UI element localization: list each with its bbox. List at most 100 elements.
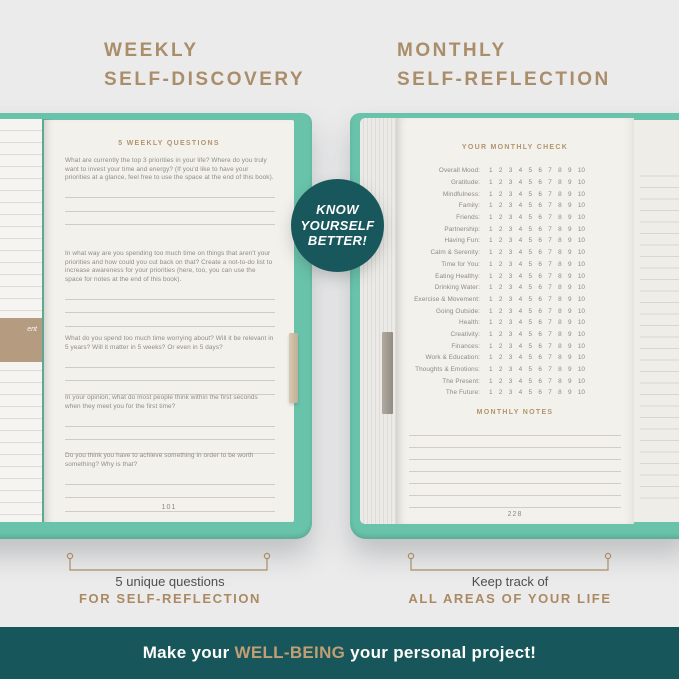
rating-scale-number: 6 bbox=[538, 272, 542, 280]
rating-scale-number: 10 bbox=[577, 377, 585, 385]
rating-scale-number: 8 bbox=[558, 366, 562, 374]
rating-scale-number: 4 bbox=[518, 319, 523, 327]
rating-scale-number: 8 bbox=[558, 284, 562, 292]
rating-scale-number: 9 bbox=[568, 342, 572, 350]
rating-scale-number: 10 bbox=[577, 190, 585, 198]
rating-category-label: Time for You: bbox=[441, 260, 480, 268]
rating-row: Thoughts & Emotions: 1 2 3 4 5 6 7 8 9 10 bbox=[396, 364, 634, 376]
rating-scale-number: 3 bbox=[508, 366, 513, 374]
rating-scale-number: 7 bbox=[548, 272, 552, 280]
rating-scale-number: 5 bbox=[528, 319, 533, 327]
rating-row: Overall Mood: 1 2 3 4 5 6 7 8 9 10 bbox=[396, 165, 634, 177]
rating-scale-number: 2 bbox=[498, 202, 503, 210]
rating-scale-number: 4 bbox=[518, 214, 523, 222]
rating-scale-number: 6 bbox=[538, 167, 542, 175]
rating-scale-number: 2 bbox=[498, 190, 503, 198]
answer-ruled-line bbox=[65, 381, 275, 395]
left-caption-bracket bbox=[66, 552, 271, 571]
rating-scale-number: 5 bbox=[528, 260, 533, 268]
rating-scale-number: 1 bbox=[489, 366, 493, 374]
rating-scale-number: 6 bbox=[538, 330, 542, 338]
rating-scale-number: 9 bbox=[568, 295, 572, 303]
weekly-questions-page: 5 WEEKLY QUESTIONS What are currently th… bbox=[44, 120, 294, 522]
rating-scale-number: 4 bbox=[518, 377, 523, 385]
rating-category-label: Going Outside: bbox=[435, 307, 480, 315]
rating-scale-number: 5 bbox=[528, 295, 533, 303]
rating-scale-number: 10 bbox=[577, 295, 585, 303]
answer-ruled-line bbox=[65, 286, 275, 300]
rating-scale-number: 8 bbox=[558, 319, 562, 327]
rating-scale-number: 2 bbox=[498, 389, 503, 397]
rating-scale-number: 5 bbox=[528, 389, 533, 397]
rating-scale-number: 1 bbox=[489, 225, 493, 233]
rating-scale-number: 9 bbox=[568, 202, 572, 210]
rating-scale-number: 7 bbox=[548, 260, 552, 268]
question-block: Do you think you have to achieve somethi… bbox=[65, 452, 275, 512]
notes-ruled-line bbox=[409, 460, 621, 472]
weekly-questions-title: 5 WEEKLY QUESTIONS bbox=[118, 140, 220, 147]
rating-scale-number: 7 bbox=[548, 330, 552, 338]
rating-scale-number: 10 bbox=[577, 307, 585, 315]
rating-scale-number: 3 bbox=[508, 167, 513, 175]
rating-scale-number: 2 bbox=[498, 284, 503, 292]
rating-category-label: Family: bbox=[458, 202, 480, 210]
question-block: What are currently the top 3 priorities … bbox=[65, 157, 275, 226]
rating-row: The Future: 1 2 3 4 5 6 7 8 9 10 bbox=[396, 387, 634, 399]
rating-scale-number: 2 bbox=[498, 342, 503, 350]
rating-scale-number: 1 bbox=[489, 167, 493, 175]
rating-category-label: Exercise & Movement: bbox=[414, 295, 480, 303]
rating-scale-number: 3 bbox=[508, 237, 513, 245]
rating-row: Work & Education: 1 2 3 4 5 6 7 8 9 10 bbox=[396, 352, 634, 364]
rating-category-label: Calm & Serenity: bbox=[430, 249, 480, 257]
notes-ruled-line bbox=[409, 484, 621, 496]
left-caption-text: 5 unique questions bbox=[115, 574, 225, 589]
rating-scale-number: 1 bbox=[489, 260, 493, 268]
rating-scale-number: 8 bbox=[558, 295, 562, 303]
rating-scale-number: 2 bbox=[498, 260, 503, 268]
rating-scale-number: 1 bbox=[489, 295, 493, 303]
rating-scale-number: 2 bbox=[498, 330, 503, 338]
rating-scale-1-to-10: 1 2 3 4 5 6 7 8 9 10 bbox=[489, 389, 585, 396]
rating-category-label: Overall Mood: bbox=[438, 167, 480, 175]
rating-row: The Present: 1 2 3 4 5 6 7 8 9 10 bbox=[396, 375, 634, 387]
answer-ruled-line bbox=[65, 300, 275, 314]
rating-scale-number: 8 bbox=[558, 260, 562, 268]
rating-scale-number: 2 bbox=[498, 307, 503, 315]
rating-scale-number: 5 bbox=[528, 179, 533, 187]
rating-scale-number: 1 bbox=[489, 319, 493, 327]
rating-scale-number: 8 bbox=[558, 272, 562, 280]
rating-scale-number: 2 bbox=[498, 225, 503, 233]
next-page-ruled-lines bbox=[640, 165, 679, 505]
right-caption-text: Keep track of bbox=[471, 574, 549, 589]
rating-scale-number: 10 bbox=[577, 389, 585, 397]
rating-scale-1-to-10: 1 2 3 4 5 6 7 8 9 10 bbox=[489, 331, 585, 338]
rating-scale-number: 5 bbox=[528, 272, 533, 280]
rating-category-label: Drinking Water: bbox=[434, 284, 480, 292]
rating-scale-number: 8 bbox=[558, 214, 562, 222]
rating-row: Mindfulness: 1 2 3 4 5 6 7 8 9 10 bbox=[396, 188, 634, 200]
rating-scale-number: 9 bbox=[568, 237, 572, 245]
rating-scale-number: 7 bbox=[548, 214, 552, 222]
rating-scale-number: 7 bbox=[548, 179, 552, 187]
rating-scale-number: 3 bbox=[508, 179, 513, 187]
rating-row: Time for You: 1 2 3 4 5 6 7 8 9 10 bbox=[396, 259, 634, 271]
rating-scale-number: 4 bbox=[518, 342, 523, 350]
rating-scale-number: 7 bbox=[548, 342, 552, 350]
answer-ruled-line bbox=[65, 368, 275, 382]
rating-scale-number: 4 bbox=[518, 190, 523, 198]
answer-ruled-line bbox=[65, 198, 275, 212]
rating-category-label: Eating Healthy: bbox=[435, 272, 480, 280]
rating-scale-number: 9 bbox=[568, 260, 572, 268]
rating-scale-number: 3 bbox=[508, 377, 513, 385]
rating-category-label: Finances: bbox=[451, 342, 480, 350]
banner-text-suffix: your personal project! bbox=[350, 643, 537, 662]
rating-scale-number: 3 bbox=[508, 354, 513, 362]
rating-scale-number: 5 bbox=[528, 377, 533, 385]
rating-scale-number: 5 bbox=[528, 202, 533, 210]
rating-scale-number: 4 bbox=[518, 389, 523, 397]
answer-ruled-line bbox=[65, 427, 275, 441]
left-book-bookmark bbox=[289, 333, 298, 403]
rating-scale-number: 6 bbox=[538, 237, 542, 245]
rating-scale-number: 6 bbox=[538, 307, 542, 315]
